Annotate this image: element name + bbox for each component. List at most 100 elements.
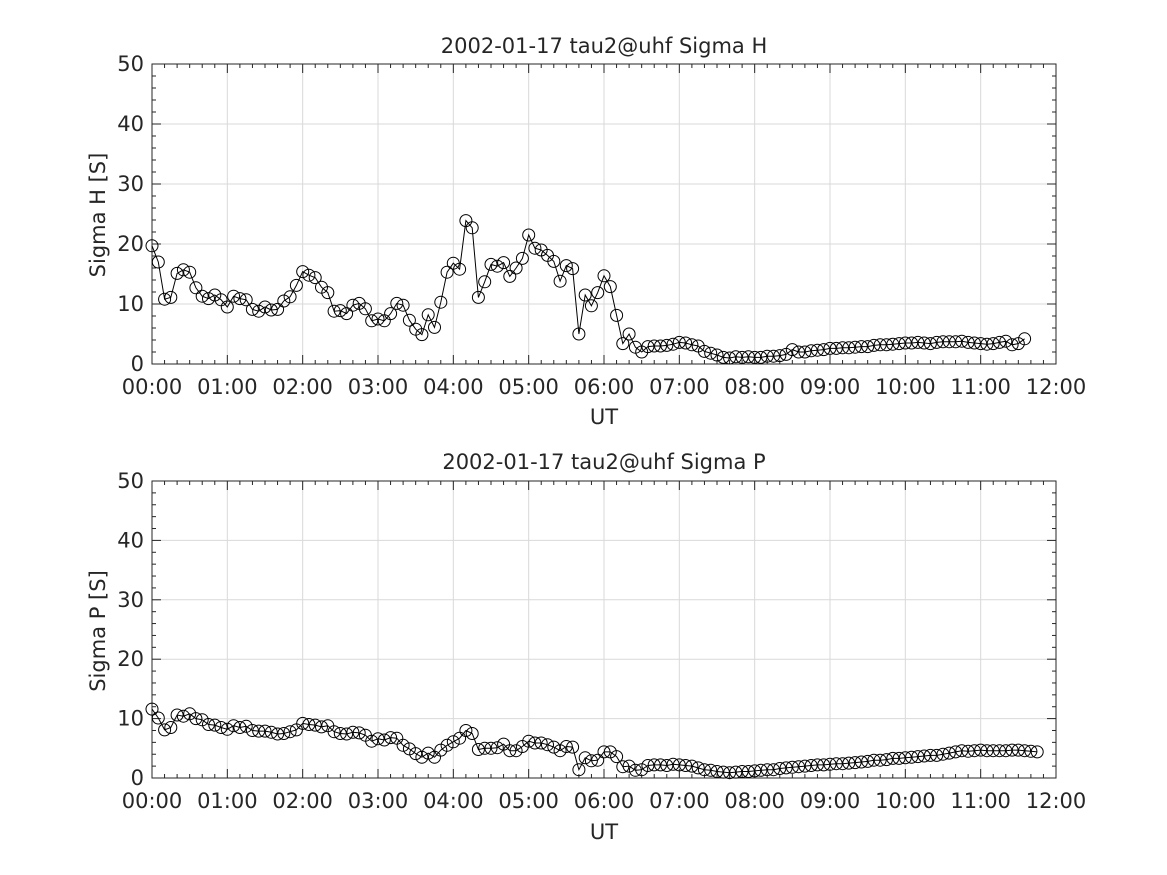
data-point <box>220 722 234 736</box>
data-point <box>729 765 743 779</box>
data-point <box>622 327 636 341</box>
data-point <box>810 758 824 772</box>
data-point <box>917 749 931 763</box>
data-point <box>610 750 624 764</box>
data-point <box>377 733 391 747</box>
data-point <box>145 702 159 716</box>
data-point <box>553 274 567 288</box>
data-point <box>572 763 586 777</box>
data-point <box>158 723 172 737</box>
data-point <box>892 337 906 351</box>
x-tick-label: 12:00 <box>1026 789 1087 813</box>
data-point <box>365 314 379 328</box>
data-point <box>930 748 944 762</box>
data-point <box>402 313 416 327</box>
data-point <box>189 712 203 726</box>
data-point <box>741 765 755 778</box>
data-point <box>993 744 1006 758</box>
data-point <box>459 724 473 737</box>
data-point <box>666 757 680 771</box>
y-axis-label: Sigma H [S] <box>86 153 110 278</box>
data-point <box>327 725 341 739</box>
data-point <box>434 295 448 309</box>
data-point <box>371 312 385 326</box>
data-point <box>471 290 485 304</box>
x-tick-label: 06:00 <box>574 789 635 813</box>
data-point <box>616 337 630 351</box>
data-point <box>660 759 674 772</box>
data-point <box>151 255 165 269</box>
data-point <box>622 759 636 773</box>
data-point <box>176 263 190 277</box>
data-point <box>465 727 479 740</box>
data-point <box>823 341 837 355</box>
data-point <box>340 307 354 321</box>
y-tick-label: 0 <box>131 766 144 790</box>
data-point <box>760 349 774 363</box>
data-point <box>848 340 862 354</box>
chart-title: 2002-01-17 tau2@uhf Sigma H <box>441 34 767 58</box>
data-point <box>258 724 272 738</box>
data-point <box>785 343 799 357</box>
x-tick-label: 07:00 <box>649 789 710 813</box>
data-point <box>528 241 542 255</box>
data-point <box>616 760 630 774</box>
data-point <box>1024 744 1038 758</box>
data-point <box>202 292 215 306</box>
plot-area: 00:00 01:00 02:00 03:00 04:00 05:00 06:00 07:00… <box>117 469 1086 813</box>
data-point <box>842 341 856 355</box>
data-point <box>798 759 812 773</box>
data-point <box>440 265 454 279</box>
data-point <box>296 716 310 730</box>
data-point <box>333 304 347 318</box>
data-point <box>239 293 253 307</box>
x-tick-label: 02:00 <box>272 375 333 399</box>
data-point <box>685 338 699 352</box>
data-point <box>503 744 517 758</box>
data-point <box>961 744 975 758</box>
series-line <box>151 708 1038 774</box>
x-tick-label: 00:00 <box>122 789 183 813</box>
x-tick-label: 10:00 <box>875 375 936 399</box>
data-point <box>591 286 605 300</box>
data-point <box>315 720 328 734</box>
data-point <box>955 334 969 348</box>
data-point <box>145 239 159 253</box>
data-point <box>358 302 372 316</box>
data-point <box>861 340 875 354</box>
data-point <box>710 765 724 778</box>
data-point <box>854 755 868 769</box>
data-point <box>697 763 711 777</box>
data-point <box>986 337 1000 351</box>
data-point <box>176 709 190 723</box>
data-point <box>704 763 718 777</box>
x-tick-label: 08:00 <box>724 789 785 813</box>
data-point <box>572 327 586 341</box>
data-point <box>911 335 925 349</box>
data-point <box>691 761 705 775</box>
data-point <box>704 346 718 360</box>
data-point <box>923 748 937 762</box>
data-point <box>1018 744 1032 758</box>
data-point <box>245 302 259 316</box>
data-point <box>817 343 831 357</box>
data-point <box>170 708 184 722</box>
data-point <box>836 757 850 771</box>
data-point <box>1011 743 1025 757</box>
data-point <box>735 350 749 364</box>
data-point <box>390 296 404 310</box>
data-point <box>415 328 429 342</box>
data-point <box>158 292 172 306</box>
data-point <box>641 340 655 354</box>
data-point <box>867 338 881 352</box>
x-tick-label: 07:00 <box>649 375 710 399</box>
data-point <box>842 756 856 770</box>
data-point <box>252 304 266 318</box>
data-point <box>170 266 184 280</box>
data-point <box>478 275 492 289</box>
data-point <box>880 753 893 767</box>
x-tick-label: 09:00 <box>800 375 861 399</box>
y-tick-label: 40 <box>117 112 144 136</box>
data-point <box>271 727 285 741</box>
data-point <box>271 302 285 316</box>
